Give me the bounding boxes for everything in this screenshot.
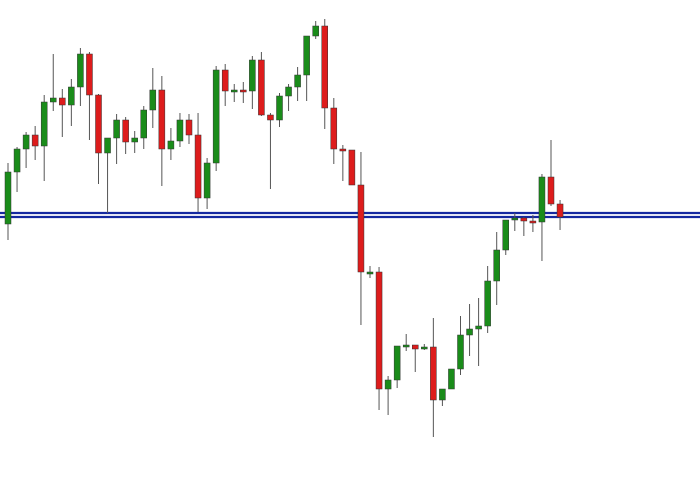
candle-body-51 bbox=[466, 328, 473, 336]
candle-body-46 bbox=[421, 346, 428, 350]
candle-body-53 bbox=[484, 280, 491, 327]
candle-body-54 bbox=[493, 249, 500, 282]
candle-body-0 bbox=[4, 171, 12, 225]
candle-body-22 bbox=[203, 162, 211, 199]
candle-body-60 bbox=[547, 176, 555, 205]
candle-body-28 bbox=[258, 59, 265, 116]
candle-body-35 bbox=[321, 25, 328, 109]
candle-body-50 bbox=[457, 334, 464, 370]
candle-body-34 bbox=[312, 25, 319, 37]
candle-body-8 bbox=[77, 53, 84, 88]
candle-body-58 bbox=[529, 220, 537, 224]
candle-body-18 bbox=[167, 140, 175, 150]
candle-body-31 bbox=[285, 86, 292, 97]
candle-body-7 bbox=[68, 86, 75, 106]
candle-body-42 bbox=[384, 379, 392, 390]
candle-body-4 bbox=[40, 101, 48, 147]
candle-body-26 bbox=[240, 89, 247, 93]
candles bbox=[4, 19, 564, 437]
candle-body-44 bbox=[402, 344, 410, 348]
candle-body-39 bbox=[357, 184, 365, 273]
level-lines bbox=[0, 211, 700, 219]
candle-body-13 bbox=[122, 119, 129, 143]
candle-body-41 bbox=[375, 271, 383, 390]
candle-body-15 bbox=[140, 109, 147, 139]
candle-body-40 bbox=[366, 271, 374, 275]
candle-body-55 bbox=[502, 219, 509, 251]
candle-body-17 bbox=[158, 89, 166, 150]
candle-body-10 bbox=[95, 94, 102, 154]
candle-body-1 bbox=[13, 148, 21, 173]
candle-body-24 bbox=[221, 69, 229, 92]
candle-body-20 bbox=[185, 119, 193, 136]
candle-body-56 bbox=[511, 217, 519, 221]
candle-body-57 bbox=[520, 217, 528, 222]
candle-body-3 bbox=[31, 134, 39, 147]
candle-body-14 bbox=[131, 137, 138, 143]
candle-body-61 bbox=[556, 203, 564, 218]
candle-body-19 bbox=[176, 119, 184, 142]
candle-body-27 bbox=[249, 59, 256, 92]
candle-body-47 bbox=[430, 346, 437, 401]
candle-body-37 bbox=[339, 148, 347, 152]
candle-body-5 bbox=[50, 97, 57, 103]
candle-body-48 bbox=[439, 388, 446, 401]
candle-body-29 bbox=[267, 114, 274, 121]
candle-body-2 bbox=[22, 134, 30, 150]
candle-body-36 bbox=[330, 107, 338, 150]
candle-body-38 bbox=[348, 149, 356, 186]
candle-body-52 bbox=[475, 325, 482, 330]
candle-body-49 bbox=[448, 368, 455, 390]
candle-body-16 bbox=[149, 89, 157, 111]
candle-body-32 bbox=[294, 74, 301, 88]
candle-body-43 bbox=[393, 345, 401, 381]
candle-body-6 bbox=[59, 97, 66, 106]
candle-body-11 bbox=[104, 137, 111, 154]
candle-body-33 bbox=[303, 35, 310, 76]
candle-body-45 bbox=[412, 344, 419, 350]
candle-body-25 bbox=[231, 89, 238, 93]
candle-body-30 bbox=[276, 95, 283, 121]
candle-body-59 bbox=[538, 176, 546, 223]
candle-body-9 bbox=[86, 53, 93, 96]
candle-body-12 bbox=[113, 119, 120, 139]
candle-body-21 bbox=[194, 134, 202, 199]
candle-body-23 bbox=[212, 69, 220, 164]
